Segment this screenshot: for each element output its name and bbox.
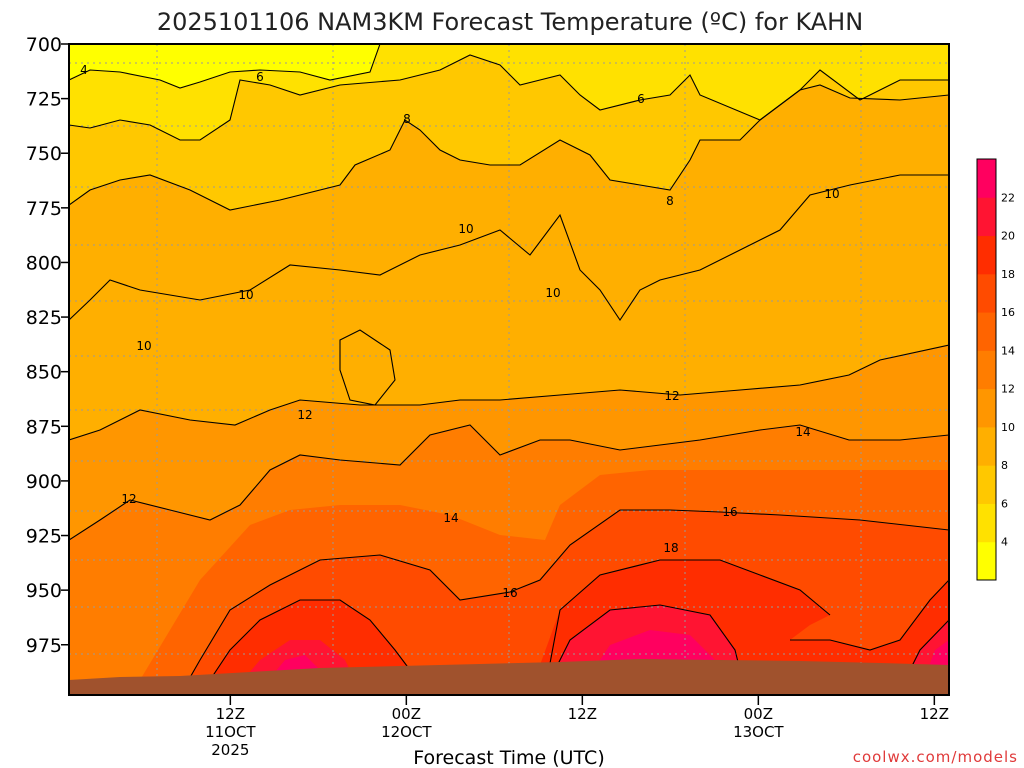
y-tick-label: 925	[26, 526, 62, 548]
x-tick-label: 12Z	[568, 705, 597, 723]
colorbar-segment	[977, 503, 996, 543]
colorbar-label: 16	[1001, 306, 1015, 319]
contour-label: 4	[80, 63, 88, 77]
x-axis-label: Forecast Time (UTC)	[413, 747, 604, 768]
x-tick-label: 12Z	[216, 705, 245, 723]
contour-labels: 4 6 6 8 8 10 10 10 10 10 12 12 12 14 14 16 16 18	[80, 63, 839, 600]
y-tick-label: 800	[26, 252, 62, 274]
contour-label: 14	[795, 425, 810, 439]
contour-label: 10	[824, 187, 839, 201]
colorbar-label: 14	[1001, 344, 1015, 357]
colorbar-segment	[977, 273, 996, 313]
contour-label: 8	[666, 194, 674, 208]
y-tick-label: 750	[26, 143, 62, 165]
colorbar-segment	[977, 312, 996, 351]
contour-label: 12	[664, 389, 679, 403]
colorbar-segment	[977, 541, 996, 581]
x-tick-label: 00Z	[392, 705, 421, 723]
colorbar-segment	[977, 465, 996, 504]
x-tick-label: 2025	[211, 741, 249, 759]
y-tick-label: 725	[26, 89, 62, 111]
x-tick-label: 12OCT	[381, 723, 432, 741]
contour-label: 8	[403, 112, 411, 126]
contour-label: 12	[121, 492, 136, 506]
contour-label: 10	[136, 339, 151, 353]
plot-frame	[68, 43, 950, 696]
colorbar-label: 10	[1001, 421, 1015, 434]
y-axis: 700 725 750 775 800 825 850 875 900 925 950 975	[26, 34, 69, 657]
band-22-24	[260, 630, 949, 690]
colorbar: 4 6 8 10 12 14 16 18 20 22	[976, 158, 1015, 581]
contour-label: 6	[256, 70, 264, 84]
colorbar-segment	[977, 350, 996, 390]
x-tick-label: 13OCT	[733, 723, 784, 741]
colorbar-label: 6	[1001, 497, 1008, 510]
terrain	[69, 659, 949, 695]
colorbar-segment	[977, 388, 996, 428]
x-tick-label: 11OCT	[205, 723, 256, 741]
colorbar-frame	[976, 158, 997, 581]
chart-title: 2025101106 NAM3KM Forecast Temperature (…	[157, 8, 863, 36]
contour-label: 10	[458, 222, 473, 236]
y-tick-label: 850	[26, 362, 62, 384]
colorbar-segment	[977, 159, 996, 198]
colorbar-label: 4	[1001, 536, 1008, 549]
colorbar-label: 12	[1001, 383, 1015, 396]
grid	[69, 44, 949, 695]
contour-label: 6	[637, 92, 645, 106]
colorbar-segment	[977, 197, 996, 237]
colorbar-segment	[977, 235, 996, 275]
y-tick-label: 950	[26, 580, 62, 602]
contour-label: 16	[722, 505, 737, 519]
y-tick-label: 875	[26, 416, 62, 438]
colorbar-segment	[977, 426, 996, 466]
y-tick-label: 900	[26, 471, 62, 493]
y-tick-label: 975	[26, 635, 62, 657]
contour-lines	[69, 44, 949, 695]
contour-label: 18	[663, 541, 678, 555]
y-tick-label: 775	[26, 198, 62, 220]
colorbar-label: 20	[1001, 230, 1015, 243]
credit-link[interactable]: coolwx.com/models	[853, 748, 1018, 766]
x-tick-label: 12Z	[920, 705, 949, 723]
contour-label: 14	[443, 511, 458, 525]
colorbar-label: 18	[1001, 268, 1015, 281]
y-tick-label: 825	[26, 307, 62, 329]
y-tick-label: 700	[26, 34, 62, 56]
contour-label: 16	[502, 586, 517, 600]
colorbar-label: 22	[1001, 191, 1015, 204]
band-20-22	[230, 605, 949, 695]
contour-label: 12	[297, 408, 312, 422]
contour-label: 10	[238, 288, 253, 302]
colorbar-label: 8	[1001, 459, 1008, 472]
x-tick-label: 00Z	[744, 705, 773, 723]
contour-label: 10	[545, 286, 560, 300]
